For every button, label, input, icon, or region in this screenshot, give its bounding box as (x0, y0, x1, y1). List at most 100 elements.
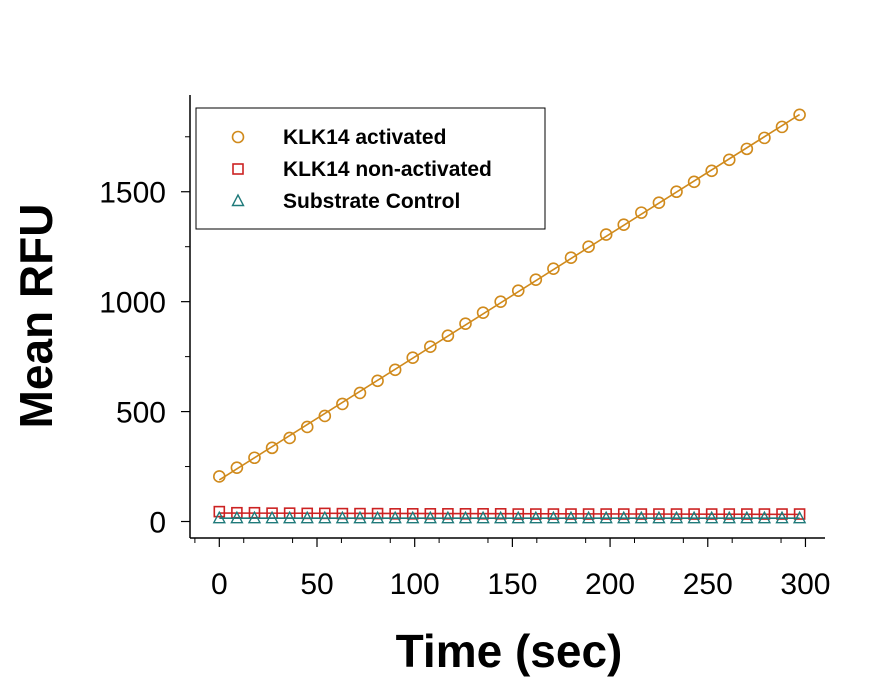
data-point (617, 510, 631, 524)
y-tick-label: 1500 (99, 177, 166, 210)
series-layer (212, 108, 807, 524)
data-point (530, 508, 542, 520)
data-point (318, 409, 332, 423)
data-point (265, 510, 279, 524)
data-point (775, 510, 789, 524)
data-point (600, 508, 612, 520)
legend-label: KLK14 activated (283, 126, 446, 149)
data-point (617, 218, 631, 232)
data-point (758, 508, 771, 520)
series-circle (213, 108, 806, 483)
data-point (476, 306, 490, 319)
data-point (406, 510, 420, 524)
data-point (546, 510, 561, 524)
legend-box (195, 107, 546, 230)
data-point (300, 510, 314, 524)
data-point (547, 508, 560, 520)
legend-label: Substrate Control (283, 190, 460, 213)
data-point (669, 510, 684, 524)
legend: KLK14 activated KLK14 non-activated Substr… (195, 107, 546, 230)
data-point (741, 508, 753, 520)
data-point (494, 510, 508, 524)
legend-marker-triangle (231, 193, 245, 207)
legend-label: KLK14 non-activated (283, 158, 492, 181)
data-point (705, 508, 718, 520)
data-point (213, 470, 226, 483)
y-tick-label: 1000 (99, 287, 166, 320)
data-point (722, 510, 736, 524)
data-point (722, 153, 736, 167)
data-point (248, 451, 261, 465)
series-triangle (212, 510, 807, 524)
x-tick-label: 300 (780, 568, 830, 601)
data-point (388, 363, 402, 377)
y-tick-label: 500 (116, 397, 166, 430)
data-point (547, 262, 560, 275)
data-point (336, 397, 349, 411)
data-point (599, 510, 613, 524)
y-axis-title: Mean RFU (10, 204, 62, 429)
data-point (670, 185, 683, 199)
x-tick-label: 150 (487, 568, 537, 601)
x-tick-label: 100 (390, 568, 440, 601)
x-tick-label: 250 (683, 568, 733, 601)
data-point (370, 510, 385, 524)
data-point (406, 351, 420, 365)
data-point (635, 206, 648, 219)
data-point (776, 508, 788, 520)
data-point (581, 510, 596, 524)
data-point (423, 510, 437, 524)
fit-line (219, 512, 800, 516)
fit-line (218, 113, 801, 481)
data-point (441, 510, 455, 524)
data-point (265, 441, 279, 455)
data-point (230, 510, 244, 524)
x-tick-label: 50 (300, 568, 333, 601)
data-point (565, 508, 577, 520)
data-point (775, 120, 789, 134)
data-point (792, 510, 807, 524)
data-point (635, 508, 648, 520)
data-point (212, 510, 226, 524)
data-point (476, 510, 490, 524)
data-point (653, 508, 665, 520)
legend-marker-square (232, 163, 244, 175)
data-point (617, 508, 630, 520)
x-axis-title: Time (sec) (396, 625, 623, 677)
data-point (723, 508, 736, 520)
x-tick-label: 0 (211, 568, 228, 601)
data-point (335, 510, 350, 524)
data-point (282, 510, 297, 524)
data-point (793, 108, 806, 122)
data-point (740, 510, 754, 524)
data-point (705, 164, 718, 178)
data-point (371, 374, 384, 388)
data-point (353, 386, 367, 400)
data-point (582, 508, 595, 520)
data-point (758, 131, 771, 145)
axes: 0 50 100 150 200 250 300 0 500 1000 1500 (99, 95, 830, 601)
data-point (740, 142, 754, 156)
x-tick-label: 200 (585, 568, 635, 601)
data-point (494, 295, 507, 308)
data-point (757, 510, 772, 524)
data-point (388, 510, 402, 524)
data-point (353, 510, 367, 524)
data-point (652, 510, 666, 524)
data-point (652, 196, 666, 210)
data-point (247, 510, 262, 524)
data-point (511, 284, 525, 297)
data-point (441, 329, 455, 343)
data-point (529, 510, 543, 524)
data-point (458, 510, 473, 524)
data-point (512, 508, 525, 520)
series-square (213, 505, 806, 520)
data-point (283, 431, 296, 445)
data-point (599, 228, 613, 241)
data-point (318, 510, 332, 524)
data-point (230, 461, 244, 474)
data-point (459, 317, 472, 330)
data-point (511, 510, 525, 524)
